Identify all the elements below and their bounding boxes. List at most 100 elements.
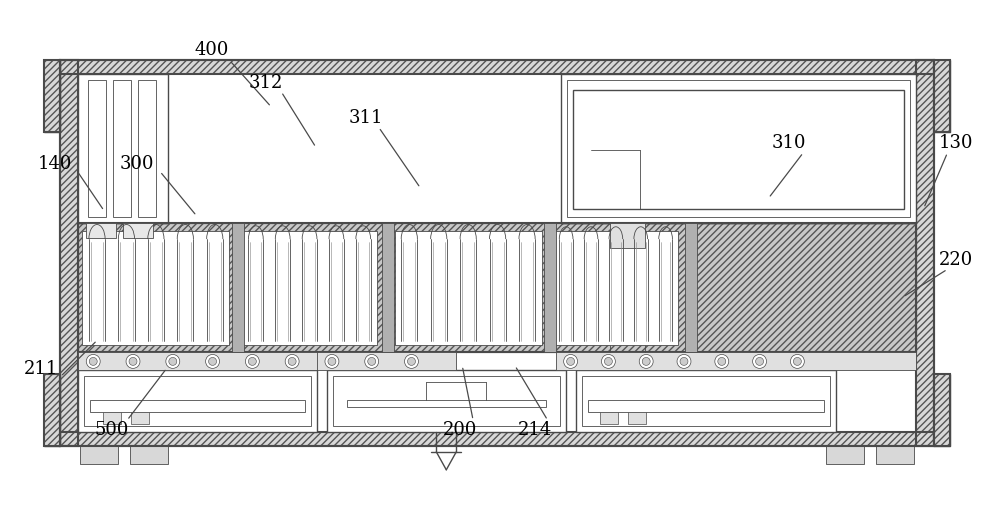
- Bar: [382, 224, 394, 353]
- Circle shape: [790, 355, 804, 369]
- Bar: [876, 446, 914, 464]
- Bar: [610, 224, 645, 248]
- Circle shape: [642, 358, 650, 365]
- Bar: [242, 232, 377, 345]
- Circle shape: [368, 358, 376, 365]
- Circle shape: [288, 358, 296, 365]
- Bar: [347, 401, 546, 407]
- Bar: [44, 375, 60, 446]
- Bar: [80, 446, 118, 464]
- Bar: [90, 401, 305, 412]
- Bar: [556, 353, 916, 371]
- Bar: [44, 61, 60, 132]
- Bar: [60, 432, 934, 446]
- Circle shape: [567, 358, 575, 365]
- Bar: [60, 432, 934, 446]
- Bar: [916, 61, 934, 446]
- Bar: [86, 224, 116, 239]
- Circle shape: [166, 355, 180, 369]
- Circle shape: [248, 358, 256, 365]
- Circle shape: [206, 355, 220, 369]
- Bar: [78, 371, 317, 432]
- Bar: [826, 446, 864, 464]
- Circle shape: [86, 355, 100, 369]
- Circle shape: [718, 358, 726, 365]
- Circle shape: [126, 355, 140, 369]
- Bar: [44, 375, 60, 446]
- Bar: [573, 91, 904, 210]
- Bar: [588, 401, 824, 412]
- Bar: [44, 61, 60, 132]
- Circle shape: [169, 358, 177, 365]
- Bar: [934, 375, 950, 446]
- Circle shape: [601, 355, 615, 369]
- Bar: [44, 375, 60, 446]
- Circle shape: [89, 358, 97, 365]
- Bar: [60, 61, 78, 446]
- Circle shape: [753, 355, 767, 369]
- Text: 214: 214: [518, 420, 552, 438]
- Bar: [60, 61, 934, 446]
- Bar: [576, 371, 836, 432]
- Circle shape: [285, 355, 299, 369]
- Bar: [113, 81, 131, 218]
- Bar: [84, 377, 311, 426]
- Text: 312: 312: [249, 73, 283, 91]
- Bar: [628, 412, 646, 424]
- Bar: [78, 224, 916, 353]
- Bar: [582, 377, 830, 426]
- Bar: [561, 75, 916, 224]
- Text: 140: 140: [37, 154, 72, 173]
- Circle shape: [408, 358, 415, 365]
- Bar: [554, 232, 678, 345]
- Text: 200: 200: [443, 420, 477, 438]
- Circle shape: [715, 355, 729, 369]
- Circle shape: [129, 358, 137, 365]
- Bar: [544, 224, 556, 353]
- Bar: [130, 446, 168, 464]
- Circle shape: [756, 358, 764, 365]
- Circle shape: [677, 355, 691, 369]
- Text: 400: 400: [194, 41, 229, 59]
- Circle shape: [639, 355, 653, 369]
- Circle shape: [564, 355, 578, 369]
- Circle shape: [405, 355, 418, 369]
- Bar: [60, 61, 934, 75]
- Bar: [44, 61, 60, 132]
- Circle shape: [209, 358, 217, 365]
- Text: 211: 211: [23, 359, 58, 377]
- Text: 220: 220: [938, 250, 973, 269]
- Circle shape: [604, 358, 612, 365]
- Bar: [123, 224, 153, 239]
- Bar: [103, 412, 121, 424]
- Bar: [78, 75, 168, 224]
- Bar: [138, 81, 156, 218]
- Bar: [934, 375, 950, 446]
- Circle shape: [328, 358, 336, 365]
- Bar: [131, 412, 149, 424]
- Text: 310: 310: [771, 134, 806, 152]
- Bar: [60, 61, 934, 75]
- Bar: [600, 412, 618, 424]
- Bar: [327, 371, 566, 432]
- Circle shape: [793, 358, 801, 365]
- Circle shape: [680, 358, 688, 365]
- Bar: [82, 232, 229, 345]
- Bar: [567, 81, 910, 218]
- Bar: [60, 61, 78, 446]
- Text: 311: 311: [348, 109, 383, 127]
- Text: 500: 500: [95, 420, 129, 438]
- Text: 300: 300: [120, 154, 154, 173]
- Bar: [88, 81, 106, 218]
- Bar: [934, 61, 950, 132]
- Bar: [232, 224, 244, 353]
- Bar: [395, 232, 542, 345]
- Bar: [333, 377, 560, 426]
- Bar: [78, 353, 456, 371]
- Bar: [934, 61, 950, 132]
- Text: 130: 130: [938, 134, 973, 152]
- Bar: [934, 61, 950, 132]
- Bar: [78, 224, 916, 353]
- Circle shape: [245, 355, 259, 369]
- Bar: [916, 61, 934, 446]
